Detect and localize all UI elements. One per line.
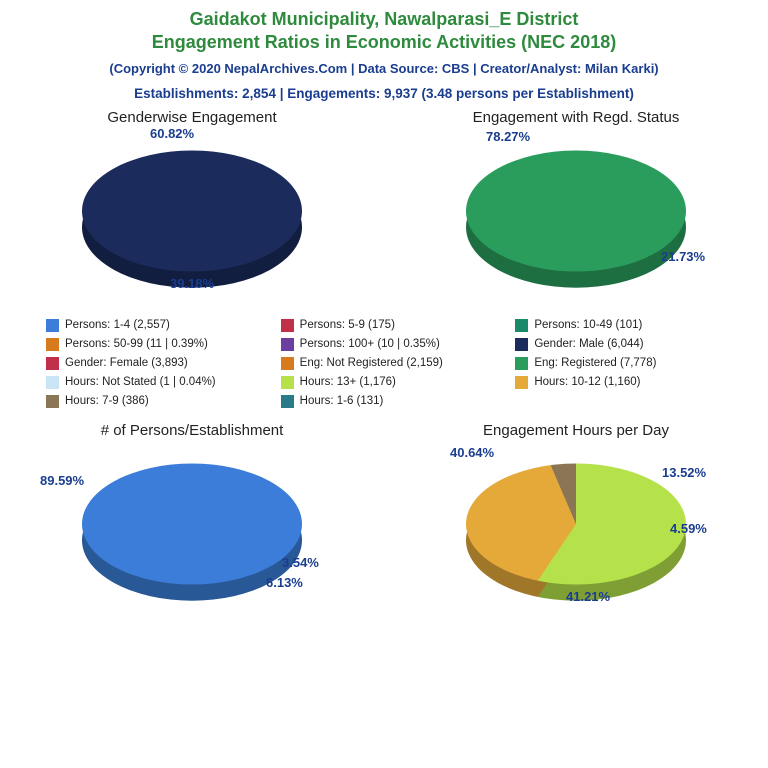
legend-swatch [515, 376, 528, 389]
chart-regd-title: Engagement with Regd. Status [473, 109, 680, 126]
percentage-label: 3.54% [282, 555, 319, 570]
legend-label: Gender: Female (3,893) [65, 357, 188, 369]
legend-swatch [281, 319, 294, 332]
legend-swatch [46, 319, 59, 332]
percentage-label: 4.59% [670, 521, 707, 536]
legend-item: Persons: 100+ (10 | 0.35%) [281, 338, 504, 351]
legend-label: Eng: Registered (7,778) [534, 357, 656, 369]
legend-label: Persons: 10-49 (101) [534, 319, 642, 331]
legend-item: Eng: Registered (7,778) [515, 357, 738, 370]
title-line-2: Engagement Ratios in Economic Activities… [152, 32, 616, 52]
legend-item: Hours: 7-9 (386) [46, 395, 269, 408]
legend-item: Gender: Female (3,893) [46, 357, 269, 370]
title-line-1: Gaidakot Municipality, Nawalparasi_E Dis… [190, 9, 579, 29]
chart-gender-pie: 60.82%39.18% [52, 134, 332, 289]
legend-swatch [46, 376, 59, 389]
charts-grid: Genderwise Engagement 60.82%39.18% Engag… [0, 109, 768, 622]
chart-gender-title: Genderwise Engagement [107, 109, 276, 126]
chart-gender: Genderwise Engagement 60.82%39.18% [0, 109, 384, 309]
legend-item: Hours: Not Stated (1 | 0.04%) [46, 376, 269, 389]
legend-label: Persons: 50-99 (11 | 0.39%) [65, 338, 208, 350]
legend-swatch [46, 338, 59, 351]
legend-item: Hours: 10-12 (1,160) [515, 376, 738, 389]
chart-persons-pie: 89.59%6.13%3.54% [52, 447, 332, 602]
chart-container: Gaidakot Municipality, Nawalparasi_E Dis… [0, 0, 768, 768]
legend-label: Hours: 1-6 (131) [300, 395, 384, 407]
percentage-label: 13.52% [662, 465, 706, 480]
legend-item: Persons: 10-49 (101) [515, 319, 738, 332]
legend-swatch [515, 338, 528, 351]
copyright-subtitle: (Copyright © 2020 NepalArchives.Com | Da… [0, 61, 768, 76]
legend-label: Hours: Not Stated (1 | 0.04%) [65, 376, 216, 388]
legend-label: Hours: 13+ (1,176) [300, 376, 396, 388]
percentage-label: 78.27% [486, 129, 530, 144]
legend-label: Persons: 5-9 (175) [300, 319, 395, 331]
legend-swatch [281, 338, 294, 351]
chart-hours: Engagement Hours per Day 41.21% 40.64% 13.… [384, 422, 768, 622]
percentage-label: 40.64% [450, 445, 494, 460]
legend-label: Hours: 7-9 (386) [65, 395, 149, 407]
chart-regd-pie: 78.27%21.73% [436, 134, 716, 289]
legend-swatch [281, 376, 294, 389]
legend-swatch [515, 357, 528, 370]
legend-label: Eng: Not Registered (2,159) [300, 357, 443, 369]
main-title: Gaidakot Municipality, Nawalparasi_E Dis… [0, 0, 768, 55]
legend-swatch [46, 357, 59, 370]
legend: Persons: 1-4 (2,557) Persons: 5-9 (175) Pe… [0, 309, 768, 422]
percentage-label: 60.82% [150, 126, 194, 141]
percentage-label: 6.13% [266, 575, 303, 590]
percentage-label: 39.18% [170, 276, 214, 291]
legend-swatch [515, 319, 528, 332]
legend-label: Persons: 1-4 (2,557) [65, 319, 170, 331]
legend-item: Eng: Not Registered (2,159) [281, 357, 504, 370]
legend-swatch [46, 395, 59, 408]
legend-item: Persons: 1-4 (2,557) [46, 319, 269, 332]
legend-label: Hours: 10-12 (1,160) [534, 376, 640, 388]
stats-line: Establishments: 2,854 | Engagements: 9,9… [0, 86, 768, 101]
chart-hours-pie: 41.21% 40.64% 13.52% 4.59% [436, 447, 716, 602]
percentage-label: 41.21% [566, 589, 610, 604]
legend-swatch [281, 357, 294, 370]
legend-item: Persons: 50-99 (11 | 0.39%) [46, 338, 269, 351]
legend-label: Gender: Male (6,044) [534, 338, 643, 350]
legend-swatch [281, 395, 294, 408]
percentage-label: 21.73% [661, 249, 705, 264]
legend-item: Hours: 1-6 (131) [281, 395, 504, 408]
legend-item: Hours: 13+ (1,176) [281, 376, 504, 389]
percentage-label: 89.59% [40, 473, 84, 488]
chart-hours-title: Engagement Hours per Day [483, 422, 669, 439]
chart-regd: Engagement with Regd. Status 78.27%21.73… [384, 109, 768, 309]
chart-persons-title: # of Persons/Establishment [101, 422, 284, 439]
chart-persons: # of Persons/Establishment 89.59% 6.13% 3.… [0, 422, 384, 622]
legend-item: Persons: 5-9 (175) [281, 319, 504, 332]
legend-item: Gender: Male (6,044) [515, 338, 738, 351]
legend-label: Persons: 100+ (10 | 0.35%) [300, 338, 440, 350]
